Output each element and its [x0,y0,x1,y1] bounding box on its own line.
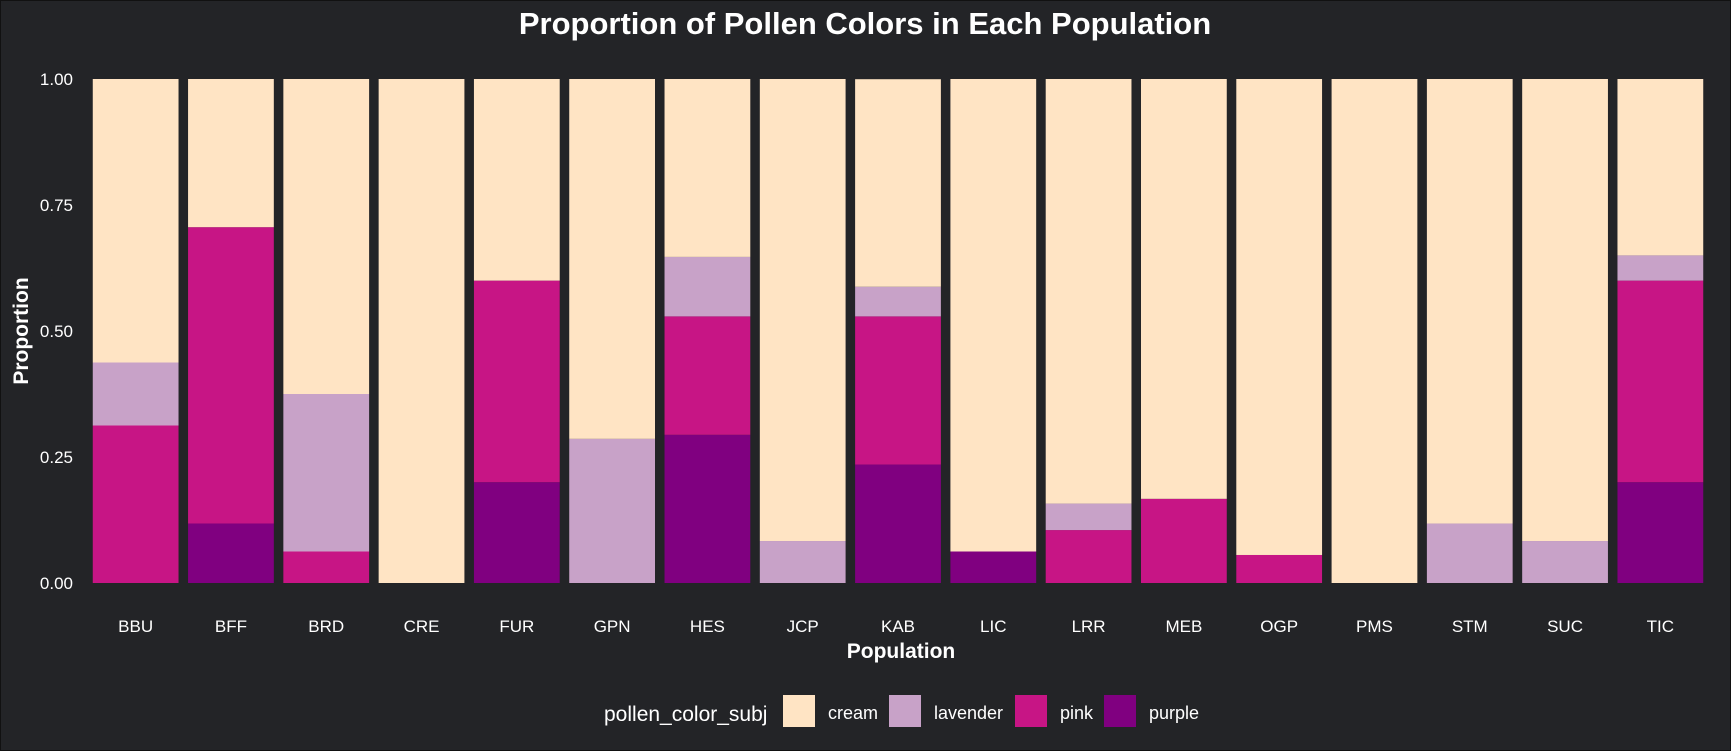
x-tick-label: PMS [1356,617,1393,636]
legend-label-lavender: lavender [934,703,1003,723]
bar-hes-lavender [664,256,751,317]
y-tick-label: 0.75 [40,196,73,215]
y-tick-label: 0.00 [40,574,73,593]
y-tick-label: 1.00 [40,70,73,89]
x-tick-label: BRD [308,617,344,636]
bar-kab-pink [855,316,941,465]
legend-label-pink: pink [1060,703,1094,723]
bar-lic-purple [950,551,1037,583]
legend-key-purple [1104,695,1136,727]
legend-key-pink [1015,695,1047,727]
bar-pms-cream [1331,79,1418,583]
x-axis: BBU BFF BRD CRE FUR GPN HES JCP KAB LIC LRR MEB OGP P… [118,617,1674,636]
x-tick-label: OGP [1260,617,1298,636]
x-tick-label: KAB [881,617,915,636]
x-tick-label: STM [1452,617,1488,636]
bar-bbu-cream [92,79,179,363]
bar-suc-lavender [1522,541,1608,583]
bar-gpn-lavender [569,438,655,583]
legend-title: pollen_color_subj [604,703,767,726]
bar-hes-pink [664,316,751,435]
bar-hes-purple [664,434,751,583]
x-tick-label: HES [690,617,725,636]
bar-jcp-lavender [759,541,846,583]
bar-hes-cream [664,79,751,257]
bar-lrr-cream [1045,79,1132,504]
bar-meb-pink [1141,498,1227,583]
bar-fur-pink [473,280,560,483]
bar-lrr-pink [1045,530,1132,583]
chart-title: Proportion of Pollen Colors in Each Popu… [519,6,1211,41]
x-tick-label: TIC [1647,617,1674,636]
x-axis-label: Population [847,640,956,663]
y-tick-label: 0.50 [40,322,73,341]
legend-key-lavender [889,695,921,727]
bar-bff-pink [188,227,274,524]
x-tick-label: GPN [594,617,631,636]
y-axis: 0.00 0.25 0.50 0.75 1.00 [40,70,73,593]
bar-fur-cream [473,79,560,281]
bar-lic-cream [950,79,1037,552]
bar-brd-cream [283,79,370,394]
bar-tic-purple [1617,482,1704,583]
x-tick-label: BBU [118,617,153,636]
bar-kab-lavender [855,286,941,317]
y-tick-label: 0.25 [40,448,73,467]
bar-gpn-cream [569,79,655,439]
x-tick-label: FUR [499,617,534,636]
legend-label-cream: cream [828,703,878,723]
x-tick-label: JCP [787,617,819,636]
bar-stm-lavender [1426,523,1513,583]
bar-bff-cream [188,79,274,228]
bar-kab-purple [855,464,941,583]
bar-fur-purple [473,482,560,583]
x-tick-label: SUC [1547,617,1583,636]
bars-group [92,79,1704,583]
bar-suc-cream [1522,79,1608,542]
bar-brd-lavender [283,394,370,552]
bar-tic-pink [1617,280,1704,483]
bar-cre-cream [378,79,465,583]
y-axis-label: Proportion [10,277,33,384]
x-tick-label: BFF [215,617,247,636]
x-tick-label: CRE [404,617,440,636]
bar-bff-purple [188,523,274,583]
bar-tic-cream [1617,79,1704,256]
bar-tic-lavender [1617,255,1704,281]
bar-ogp-cream [1236,79,1323,555]
bar-stm-cream [1426,79,1513,524]
bar-jcp-cream [759,79,846,542]
x-tick-label: MEB [1165,617,1202,636]
bar-ogp-pink [1236,554,1323,583]
bar-lrr-lavender [1045,503,1132,531]
bar-bbu-lavender [92,362,179,426]
legend-label-purple: purple [1149,703,1199,723]
legend-key-cream [783,695,815,727]
x-tick-label: LRR [1072,617,1106,636]
bar-bbu-pink [92,425,179,583]
bar-brd-pink [283,551,370,583]
legend: pollen_color_subj cream lavender pink purpl… [604,695,1199,727]
bar-meb-cream [1141,79,1227,499]
bar-kab-cream [855,79,941,287]
x-tick-label: LIC [980,617,1006,636]
